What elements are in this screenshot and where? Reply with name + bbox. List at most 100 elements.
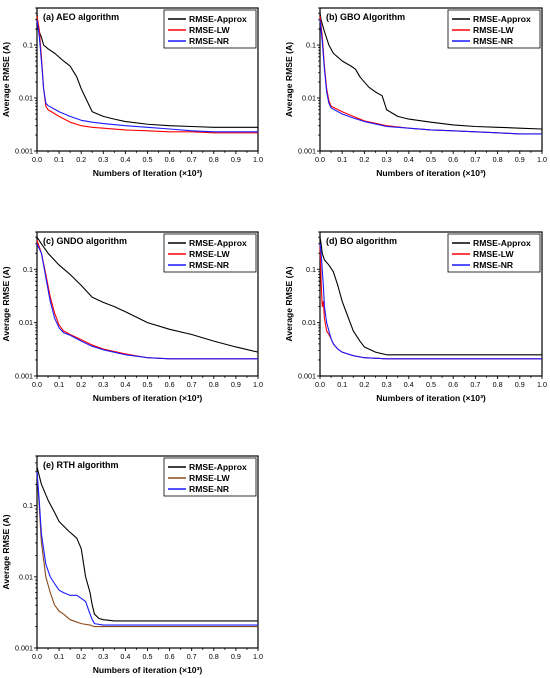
x-tick-label: 0.6 xyxy=(165,380,175,389)
x-tick-label: 0.7 xyxy=(470,380,480,389)
x-tick-label: 0.6 xyxy=(448,380,458,389)
y-tick-label: 0.001 xyxy=(15,147,33,156)
x-axis-label: Numbers of Iteration (×10³) xyxy=(93,168,203,178)
chart-panel-2: 0.0 0.1 0.2 0.3 0.4 0.5 0.6 0.7 0.8 0.9 1.0 0.001 0.… xyxy=(1,231,263,403)
x-tick-label: 0.6 xyxy=(448,155,458,164)
x-tick-label: 0.5 xyxy=(143,652,153,661)
y-tick-label: 0.01 xyxy=(19,94,33,103)
series-line-RMSE-Approx xyxy=(319,13,543,130)
x-tick-label: 0.1 xyxy=(337,380,347,389)
panel-title: (d) BO algorithm xyxy=(326,236,397,246)
x-tick-label: 1.0 xyxy=(253,155,263,164)
x-tick-label: 0.4 xyxy=(120,652,130,661)
series-line-RMSE-LW xyxy=(36,471,258,628)
y-tick-label: 0.001 xyxy=(15,644,33,653)
x-tick-label: 0.0 xyxy=(32,380,42,389)
x-tick-label: 0.8 xyxy=(493,155,503,164)
legend-entry: RMSE-Approx xyxy=(473,14,531,24)
x-tick-label: 0.0 xyxy=(32,155,42,164)
x-tick-label: 0.4 xyxy=(404,155,414,164)
y-tick-label: 0.1 xyxy=(23,501,33,510)
legend-entry: RMSE-LW xyxy=(189,25,230,35)
x-tick-label: 0.6 xyxy=(165,155,175,164)
legend-entry: RMSE-NR xyxy=(473,36,514,46)
legend-entry: RMSE-Approx xyxy=(189,462,247,472)
y-axis-label: Average RMSE (A) xyxy=(1,42,11,117)
legend-entry: RMSE-NR xyxy=(189,260,230,270)
x-tick-label: 0.7 xyxy=(470,155,480,164)
x-tick-label: 0.4 xyxy=(120,155,130,164)
legend-entry: RMSE-Approx xyxy=(189,238,247,248)
x-tick-label: 1.0 xyxy=(537,155,547,164)
x-tick-label: 0.5 xyxy=(426,380,436,389)
y-tick-label: 0.001 xyxy=(298,372,316,381)
x-tick-label: 0.0 xyxy=(32,652,42,661)
x-axis-label: Numbers of iteration (×10³) xyxy=(93,393,203,403)
x-tick-label: 0.1 xyxy=(54,380,64,389)
x-tick-label: 0.8 xyxy=(209,652,219,661)
x-tick-label: 0.2 xyxy=(76,155,86,164)
panel-title: (a) AEO algorithm xyxy=(43,12,119,22)
y-tick-label: 0.001 xyxy=(298,147,316,156)
panel-title: (e) RTH algorithm xyxy=(43,460,119,470)
x-tick-label: 0.5 xyxy=(143,380,153,389)
y-tick-label: 0.001 xyxy=(15,372,33,381)
y-tick-label: 0.01 xyxy=(19,318,33,327)
chart-panel-3: 0.0 0.1 0.2 0.3 0.4 0.5 0.6 0.7 0.8 0.9 1.0 0.001 0.… xyxy=(284,231,547,403)
y-axis-label: Average RMSE (A) xyxy=(284,42,294,117)
x-tick-label: 0.6 xyxy=(165,652,175,661)
y-tick-label: 0.01 xyxy=(302,94,316,103)
legend-entry: RMSE-LW xyxy=(473,25,514,35)
x-tick-label: 0.0 xyxy=(315,380,325,389)
x-tick-label: 0.9 xyxy=(231,380,241,389)
x-tick-label: 0.9 xyxy=(231,652,241,661)
series-line-RMSE-Approx xyxy=(36,466,258,622)
legend-entry: RMSE-NR xyxy=(189,36,230,46)
x-tick-label: 0.2 xyxy=(76,652,86,661)
x-tick-label: 0.2 xyxy=(76,380,86,389)
y-tick-label: 0.1 xyxy=(23,41,33,50)
x-tick-label: 0.3 xyxy=(98,380,108,389)
x-tick-label: 0.3 xyxy=(382,380,392,389)
x-tick-label: 0.4 xyxy=(404,380,414,389)
series-line-RMSE-Approx xyxy=(319,237,542,356)
x-tick-label: 0.1 xyxy=(337,155,347,164)
x-tick-label: 0.8 xyxy=(209,155,219,164)
x-tick-label: 0.0 xyxy=(315,155,325,164)
x-tick-label: 0.9 xyxy=(515,155,525,164)
x-tick-label: 0.5 xyxy=(143,155,153,164)
x-tick-label: 0.8 xyxy=(209,380,219,389)
x-tick-label: 0.5 xyxy=(426,155,436,164)
x-tick-label: 0.1 xyxy=(54,155,64,164)
x-tick-label: 0.8 xyxy=(493,380,503,389)
x-tick-label: 0.2 xyxy=(359,380,369,389)
x-axis-label: Numbers of iteration (×10³) xyxy=(93,665,203,675)
y-tick-label: 0.01 xyxy=(19,572,33,581)
series-line-RMSE-Approx xyxy=(36,236,259,353)
y-axis-label: Average RMSE (A) xyxy=(284,266,294,341)
x-tick-label: 0.3 xyxy=(98,652,108,661)
panel-title: (c) GNDO algorithm xyxy=(43,236,127,246)
series-line-RMSE-NR xyxy=(319,243,542,360)
y-axis-label: Average RMSE (A) xyxy=(1,514,11,589)
legend-entry: RMSE-Approx xyxy=(189,14,247,24)
chart-panel-4: 0.0 0.1 0.2 0.3 0.4 0.5 0.6 0.7 0.8 0.9 1.0 0.001 0.… xyxy=(1,455,263,675)
x-tick-label: 0.3 xyxy=(382,155,392,164)
series-line-RMSE-NR xyxy=(319,19,542,135)
y-tick-label: 0.1 xyxy=(306,41,316,50)
x-tick-label: 0.4 xyxy=(120,380,130,389)
y-tick-label: 0.1 xyxy=(23,265,33,274)
panel-title: (b) GBO Algorithm xyxy=(326,12,405,22)
legend-entry: RMSE-LW xyxy=(189,249,230,259)
x-tick-label: 0.2 xyxy=(359,155,369,164)
legend-entry: RMSE-Approx xyxy=(473,238,531,248)
x-axis-label: Numbers of iteration (×10³) xyxy=(376,393,486,403)
y-tick-label: 0.01 xyxy=(302,318,316,327)
y-tick-label: 0.1 xyxy=(306,265,316,274)
x-tick-label: 0.7 xyxy=(187,155,197,164)
x-tick-label: 0.9 xyxy=(231,155,241,164)
